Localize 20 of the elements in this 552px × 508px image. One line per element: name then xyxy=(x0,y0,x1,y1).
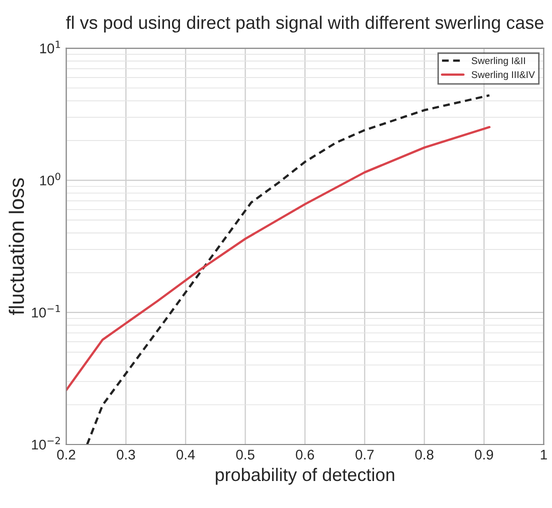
x-tick-label: 0.3 xyxy=(116,450,135,460)
x-tick-label: 0.9 xyxy=(474,450,494,460)
line-series xyxy=(66,126,491,392)
y-tick-label: 10$^{−2}$ xyxy=(32,436,60,450)
x-tick-label: 0.8 xyxy=(415,450,434,460)
x-tick-label: 0.6 xyxy=(296,450,314,460)
x-tick-label: 0.2 xyxy=(57,450,76,460)
x-tick-label: 0.7 xyxy=(356,450,374,460)
line-series xyxy=(86,94,491,444)
legend-label: Swerling III&IV xyxy=(472,70,535,80)
y-tick-label: 10$^{1}$ xyxy=(40,40,60,54)
legend-label: Swerling I&II xyxy=(472,57,525,66)
y-axis-title: fluctuation loss xyxy=(8,178,24,315)
y-tick-label: 10$^{0}$ xyxy=(40,172,60,186)
x-tick-label: 0.4 xyxy=(176,450,195,460)
x-axis-title: probability of detection xyxy=(216,468,394,485)
x-tick-label: 0.5 xyxy=(236,450,254,460)
x-tick-label: 1 xyxy=(540,450,547,460)
y-tick-label: 10$^{−1}$ xyxy=(32,304,60,318)
chart-title: fl vs pod using direct path signal with different swerling case xyxy=(66,16,544,33)
